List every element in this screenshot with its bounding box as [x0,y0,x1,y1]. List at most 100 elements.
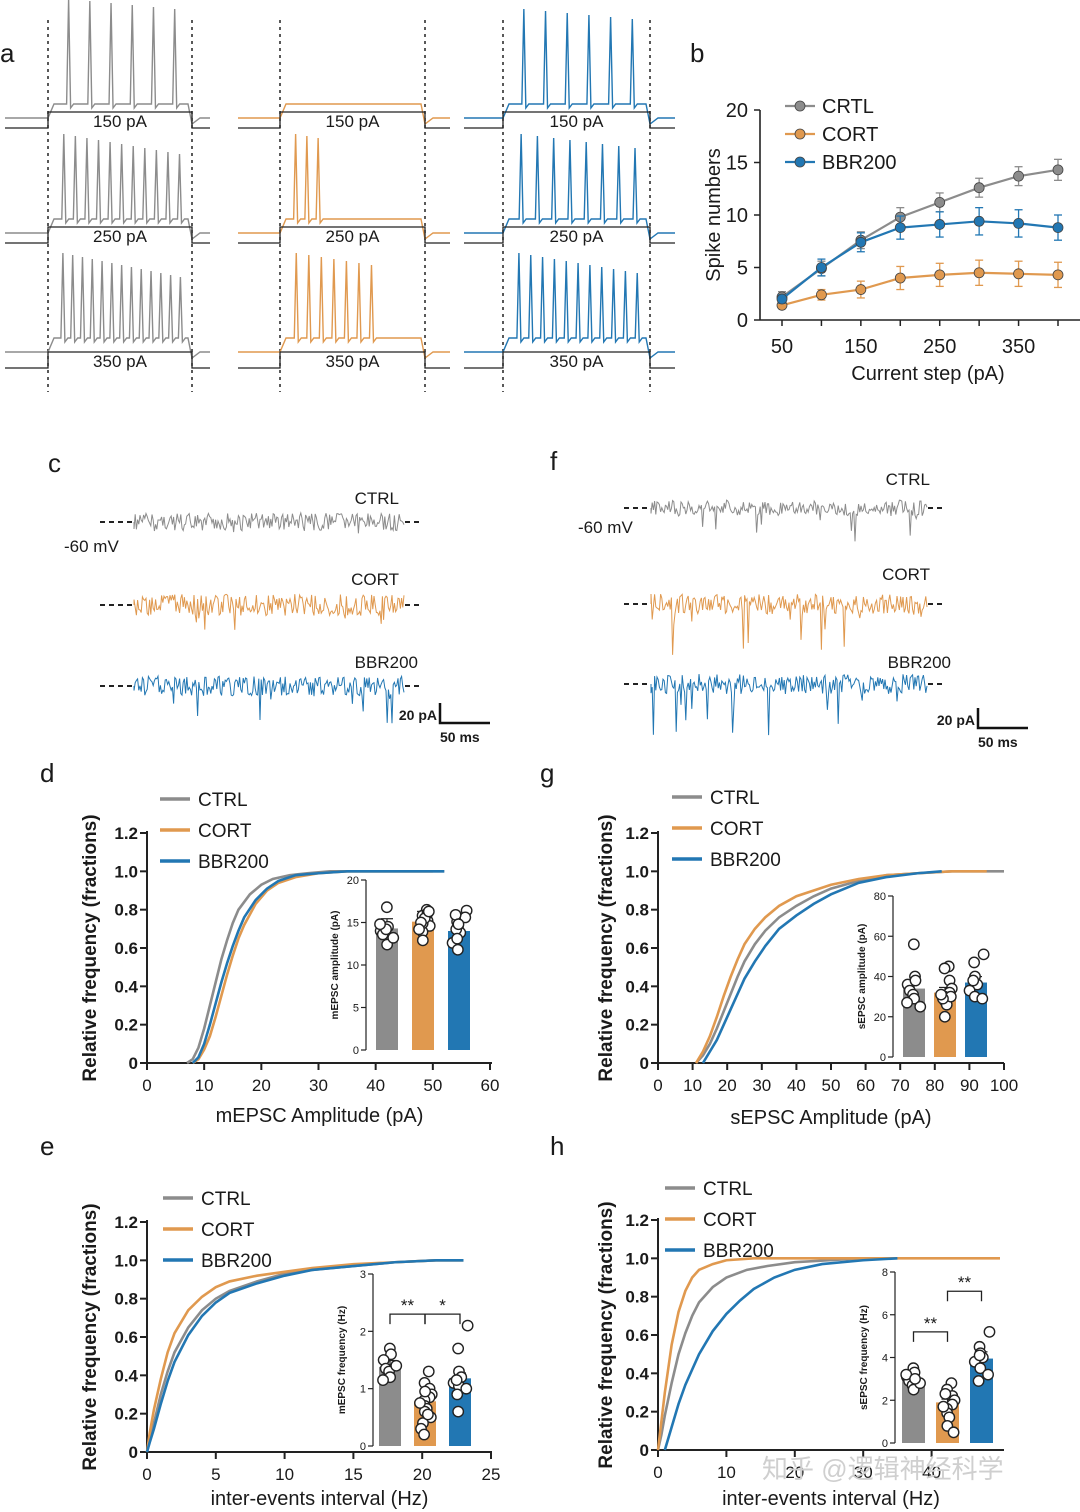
legend-label: CTRL [198,790,248,811]
inset-bar-ctrl [379,1366,401,1446]
data-point [973,267,985,279]
panel-letter-g: g [540,758,554,788]
y-tick-label: 0 [129,1054,138,1073]
legend-marker [794,156,806,168]
inset-data-point [452,1342,465,1355]
data-point [816,262,827,273]
x-tick-label: 0 [142,1076,151,1095]
current-step-label: 150 pA [550,112,605,131]
inset-data-point [972,1375,985,1387]
inset-data-point [909,1372,921,1385]
inset-data-point [377,1374,389,1386]
x-tick-label: 90 [960,1076,979,1095]
current-clamp-trace-cort [238,252,450,360]
data-point [1052,222,1064,234]
data-point [855,284,867,295]
panel-h-sepsc-interval: 00.20.40.60.81.01.20 10 20 30 40inter-events… [596,1179,1004,1510]
stimulus-step [464,351,675,369]
y-tick-label: 0.6 [625,1326,649,1345]
current-clamp-trace-bbr200 [464,133,675,241]
legend-label: CORT [198,821,252,842]
inset-data-point [452,918,465,931]
inset-data-point [982,1368,994,1381]
inset-y-label: sEPSC frequency (Hz) [859,1305,870,1410]
legend-label: CTRL [710,788,760,809]
scale-bar-x-label: 50 ms [440,729,480,745]
data-point [1013,170,1024,182]
current-step-label: 250 pA [93,227,148,246]
significance-label: ** [958,1273,972,1292]
inset-y-tick-label: 40 [874,972,886,984]
series-line-cort [781,271,1059,307]
legend-label: CTRL [201,1189,251,1210]
x-axis-label: inter-events interval (Hz) [722,1488,940,1510]
x-tick-label: 150 [844,336,877,358]
x-tick-label: 30 [309,1076,328,1095]
x-tick-label: 80 [925,1076,944,1095]
inset-data-point [460,1382,473,1395]
y-tick-label: 0 [129,1443,138,1462]
inset-data-point [461,1319,474,1332]
inset-data-point [976,992,989,1005]
y-tick-label: 0 [737,310,748,332]
panel-g-sepsc-amplitude: 0 0.2 0.4 0.6 0.8 1.0 1.2 0 10 20 30 40 50 60 70 80 90 10… [596,788,1018,1129]
stimulus-step [5,226,210,244]
y-tick-label: 0.6 [114,939,138,958]
data-point [776,293,788,305]
legend-label: CORT [710,819,764,840]
inset-y-tick-label: 80 [874,891,886,903]
trace-label: CTRL [886,470,930,489]
scale-bar [976,708,1028,730]
inset-y-tick-label: 5 [353,1003,359,1015]
inset-y-tick-label: 0 [882,1438,888,1450]
y-tick-label: 1.2 [625,824,649,843]
data-point [1052,269,1064,281]
current-clamp-trace-ctrl [5,252,210,360]
inset-y-tick-label: 4 [882,1353,888,1365]
x-tick-label: 15 [344,1465,363,1484]
x-tick-label: 10 [275,1465,294,1484]
watermark: 知乎 @逻辑神经科学 [762,1454,1004,1484]
significance-label: ** [401,1296,415,1315]
inset-data-point [967,974,980,987]
inset-y-tick-label: 15 [347,918,359,930]
y-tick-label: 0 [640,1054,649,1073]
data-point [973,182,985,194]
x-tick-label: 20 [252,1076,271,1095]
x-tick-label: 0 [653,1463,662,1482]
inset-bar-bbr200 [448,931,470,1050]
y-tick-label: 0.6 [625,939,649,958]
y-tick-label: 1.0 [114,862,138,881]
inset-data-point [935,988,947,1001]
stimulus-step [238,111,450,129]
cdf-line-bbr200 [663,1257,898,1451]
inset-y-tick-label: 3 [360,1269,366,1281]
inset-y-tick-label: 2 [882,1395,888,1407]
panel-letter-c: c [48,448,61,478]
x-tick-label: 40 [922,1463,941,1482]
y-tick-label: 1.0 [625,862,649,881]
data-point [973,215,985,227]
inset-y-tick-label: 0 [880,1052,886,1064]
trace-cort [650,593,928,655]
inset-data-point [418,1428,431,1441]
y-tick-label: 1.2 [114,1213,138,1232]
legend-label: BBR200 [198,852,269,873]
x-tick-label: 100 [990,1076,1018,1095]
inset-data-point [374,918,386,931]
inset-data-point [421,1408,434,1421]
y-axis-label: Spike numbers [703,148,725,281]
inset-data-point [451,932,464,945]
panel-letter-d: d [40,758,54,788]
cdf-line-ctrl [695,870,1004,1064]
stimulus-step [464,111,675,129]
current-clamp-trace-cort [238,133,450,241]
y-axis-label: Relative frequency (fractions) [80,1203,101,1470]
stimulus-step [238,351,450,369]
legend-label: BBR200 [703,1241,774,1262]
inset-data-point [419,1385,431,1398]
inset-data-point [973,1349,986,1362]
inset-data-point [451,1388,464,1401]
y-axis-label: Relative frequency (fractions) [596,814,617,1081]
